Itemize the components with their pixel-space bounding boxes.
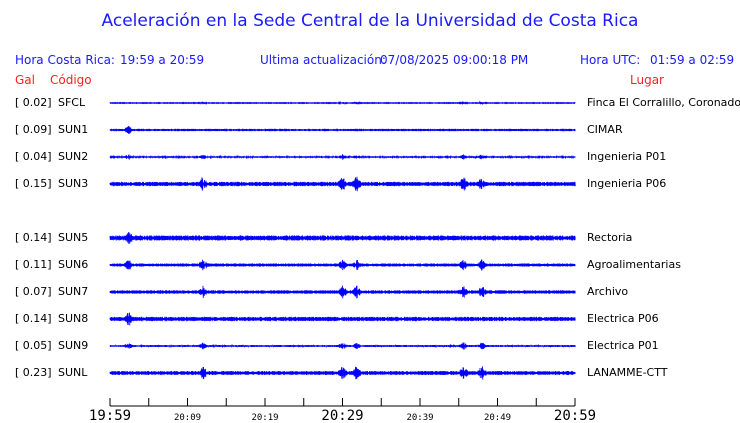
waveform-SUN6 [109, 259, 576, 271]
waveform-SUN2 [109, 154, 576, 160]
x-tick-label-minor: 20:09 [174, 413, 201, 423]
station-gal-value: [ 0.02] [15, 96, 52, 109]
page-title: Aceleración en la Sede Central de la Uni… [101, 11, 639, 31]
station-code: SUN5 [58, 231, 89, 244]
station-code: SUN3 [58, 177, 89, 190]
x-tick-label-major: 20:59 [554, 408, 596, 423]
station-place: Archivo [587, 285, 629, 298]
station-gal-value: [ 0.23] [15, 366, 52, 379]
x-tick-label-minor: 20:19 [251, 413, 278, 423]
station-gal-value: [ 0.09] [15, 123, 52, 136]
waveform-SUN9 [109, 342, 576, 350]
station-code: SUN6 [58, 258, 89, 271]
waveform-SUN7 [109, 285, 576, 299]
x-tick-label-major: 20:29 [321, 408, 363, 423]
code-column-header: Código [50, 73, 92, 87]
x-tick-label-minor: 20:49 [484, 413, 511, 423]
utc-time-label: Hora UTC: [580, 53, 641, 67]
station-gal-value: [ 0.04] [15, 150, 52, 163]
station-code: SUN8 [58, 312, 89, 325]
station-place: LANAMME-CTT [587, 366, 668, 379]
waveform-SUN5 [109, 232, 576, 244]
station-gal-value: [ 0.11] [15, 258, 52, 271]
waveform-SUN3 [109, 176, 576, 192]
station-place: Ingenieria P06 [587, 177, 667, 190]
waveform-SFCL [109, 100, 576, 106]
update-value: 07/08/2025 09:00:18 PM [380, 53, 529, 67]
station-code: SUN2 [58, 150, 89, 163]
station-place: Rectoria [587, 231, 633, 244]
station-gal-value: [ 0.15] [15, 177, 52, 190]
station-place: Agroalimentarias [587, 258, 681, 271]
station-code: SFCL [58, 96, 86, 109]
station-gal-value: [ 0.07] [15, 285, 52, 298]
local-time-label: Hora Costa Rica: [15, 53, 115, 67]
place-column-header: Lugar [630, 73, 664, 87]
station-place: Finca El Corralillo, Coronado [587, 96, 740, 109]
update-label: Ultima actualización: [260, 53, 386, 67]
station-code: SUN1 [58, 123, 89, 136]
station-gal-value: [ 0.14] [15, 312, 52, 325]
station-place: Ingenieria P01 [587, 150, 667, 163]
station-code: SUN9 [58, 339, 89, 352]
station-gal-value: [ 0.05] [15, 339, 52, 352]
waveform-SUN1 [109, 126, 576, 134]
x-tick-label-minor: 20:39 [406, 413, 433, 423]
station-code: SUNL [58, 366, 88, 379]
station-code: SUN7 [58, 285, 89, 298]
station-gal-value: [ 0.14] [15, 231, 52, 244]
waveform-SUNL [109, 366, 576, 380]
gal-column-header: Gal [15, 73, 35, 87]
x-tick-label-major: 19:59 [89, 408, 131, 423]
station-place: CIMAR [587, 123, 623, 136]
local-time-range: 19:59 a 20:59 [120, 53, 205, 67]
station-place: Electrica P01 [587, 339, 659, 352]
waveform-SUN8 [109, 312, 576, 326]
station-place: Electrica P06 [587, 312, 659, 325]
utc-time-range: 01:59 a 02:59 [650, 53, 735, 67]
